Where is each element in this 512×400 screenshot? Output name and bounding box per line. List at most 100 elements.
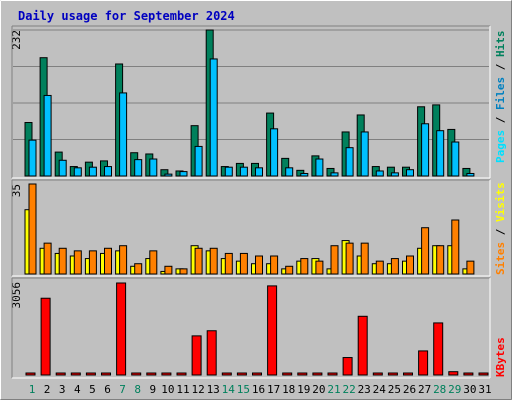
- sites-bar-day-30: [466, 260, 475, 275]
- sites-bar-day-9: [149, 250, 158, 275]
- sites-bar-day-26: [406, 255, 414, 275]
- day-label-7: 7: [119, 383, 126, 396]
- day-label-16: 16: [252, 383, 265, 396]
- kbytes-bar-day-8: [131, 372, 142, 376]
- kbytes-bar-day-22: [342, 357, 353, 376]
- panel-bevel: [11, 25, 491, 179]
- files-bar-day-30: [466, 172, 475, 177]
- sites-bar-day-24: [375, 260, 384, 275]
- y-max-tick-label: 232: [10, 30, 23, 50]
- sites-bar-day-2: [43, 242, 52, 275]
- day-label-3: 3: [59, 383, 66, 396]
- y-max-tick-label: 3056: [10, 282, 23, 309]
- day-label-12: 12: [191, 383, 204, 396]
- kbytes-bar-day-5: [85, 372, 96, 376]
- panel-kbytes: 3056 KBytes: [10, 277, 507, 379]
- panel-frame: [12, 278, 490, 378]
- kbytes-bar-day-16: [252, 372, 262, 376]
- kbytes-bar-day-11: [176, 372, 187, 376]
- files-bar-day-19: [300, 172, 309, 177]
- sites-bar-day-4: [73, 250, 82, 275]
- panel-bars: [24, 29, 475, 177]
- day-label-25: 25: [388, 383, 401, 396]
- day-label-13: 13: [207, 383, 220, 396]
- files-bar-day-11: [179, 171, 188, 177]
- day-label-28: 28: [433, 383, 446, 396]
- files-bar-day-5: [88, 166, 97, 177]
- day-label-15: 15: [237, 383, 250, 396]
- sites-bar-day-12: [194, 247, 203, 275]
- kbytes-bar-day-2: [40, 297, 51, 376]
- day-label-6: 6: [104, 383, 111, 396]
- sites-bar-day-23: [360, 242, 369, 275]
- right-label-middle: Sites / Visits: [494, 182, 507, 275]
- kbytes-bar-day-24: [372, 372, 383, 376]
- day-label-21: 21: [327, 383, 340, 396]
- legend-pages: Pages: [494, 130, 507, 163]
- files-bar-day-10: [164, 173, 173, 177]
- files-bar-day-14: [224, 166, 233, 177]
- kbytes-bar-day-20: [312, 372, 323, 376]
- files-bar-day-17: [270, 128, 279, 177]
- files-bar-day-15: [239, 166, 248, 177]
- files-bar-day-23: [360, 131, 369, 177]
- sites-bar-day-17: [270, 255, 279, 275]
- day-label-17: 17: [267, 383, 280, 396]
- files-bar-day-2: [43, 94, 52, 177]
- sites-bar-day-13: [209, 247, 218, 275]
- day-label-9: 9: [149, 383, 156, 396]
- kbytes-bar-day-28: [433, 322, 444, 376]
- day-label-20: 20: [312, 383, 325, 396]
- kbytes-bar-day-6: [101, 372, 111, 376]
- files-bar-day-26: [406, 169, 414, 177]
- kbytes-bar-day-27: [418, 350, 429, 376]
- day-label-26: 26: [403, 383, 416, 396]
- panel-bevel: [11, 179, 491, 277]
- kbytes-bar-day-23: [357, 315, 368, 376]
- panel-visits-sites: 35 Sites / Visits: [10, 179, 507, 277]
- kbytes-bar-day-19: [297, 372, 308, 376]
- day-label-14: 14: [222, 383, 236, 396]
- kbytes-bar-day-14: [221, 372, 232, 376]
- sites-bar-day-10: [164, 265, 173, 275]
- kbytes-bar-day-18: [282, 372, 293, 376]
- kbytes-bar-day-31: [478, 372, 489, 376]
- day-label-8: 8: [134, 383, 141, 396]
- sites-bar-day-6: [104, 247, 112, 275]
- right-label-top: Pages / Files / Hits: [494, 31, 507, 164]
- files-bar-day-4: [73, 167, 82, 177]
- kbytes-bar-day-29: [448, 371, 459, 376]
- files-bar-day-25: [390, 172, 399, 177]
- kbytes-bar-day-13: [206, 330, 217, 376]
- day-label-29: 29: [448, 383, 461, 396]
- files-bar-day-21: [330, 172, 339, 177]
- files-bar-day-12: [194, 145, 203, 177]
- legend-separator: /: [494, 57, 507, 77]
- kbytes-bar-day-1: [25, 372, 36, 376]
- files-bar-day-28: [436, 130, 445, 177]
- files-bar-day-7: [119, 92, 128, 177]
- y-max-tick-label: 35: [10, 184, 23, 197]
- files-bar-day-18: [285, 167, 294, 177]
- day-label-10: 10: [161, 383, 174, 396]
- kbytes-bar-day-17: [267, 285, 278, 376]
- legend-sites: Sites: [494, 242, 507, 275]
- day-label-5: 5: [89, 383, 96, 396]
- files-bar-day-16: [255, 167, 263, 177]
- files-bar-day-1: [28, 139, 37, 177]
- files-bar-day-27: [421, 123, 430, 177]
- sites-bar-day-25: [390, 258, 399, 275]
- right-label-bottom: KBytes: [494, 337, 507, 377]
- chart-title: Daily usage for September 2024: [18, 9, 235, 23]
- legend-files: Files: [494, 77, 507, 110]
- sites-bar-day-11: [179, 268, 188, 275]
- sites-bar-day-5: [88, 250, 97, 275]
- legend-separator: /: [494, 222, 507, 242]
- kbytes-bar-day-26: [403, 372, 413, 376]
- sites-bar-day-16: [255, 255, 263, 275]
- kbytes-bar-day-9: [146, 372, 157, 376]
- kbytes-bar-day-10: [161, 372, 172, 376]
- legend-separator: /: [494, 110, 507, 130]
- panel-frame: [12, 26, 490, 178]
